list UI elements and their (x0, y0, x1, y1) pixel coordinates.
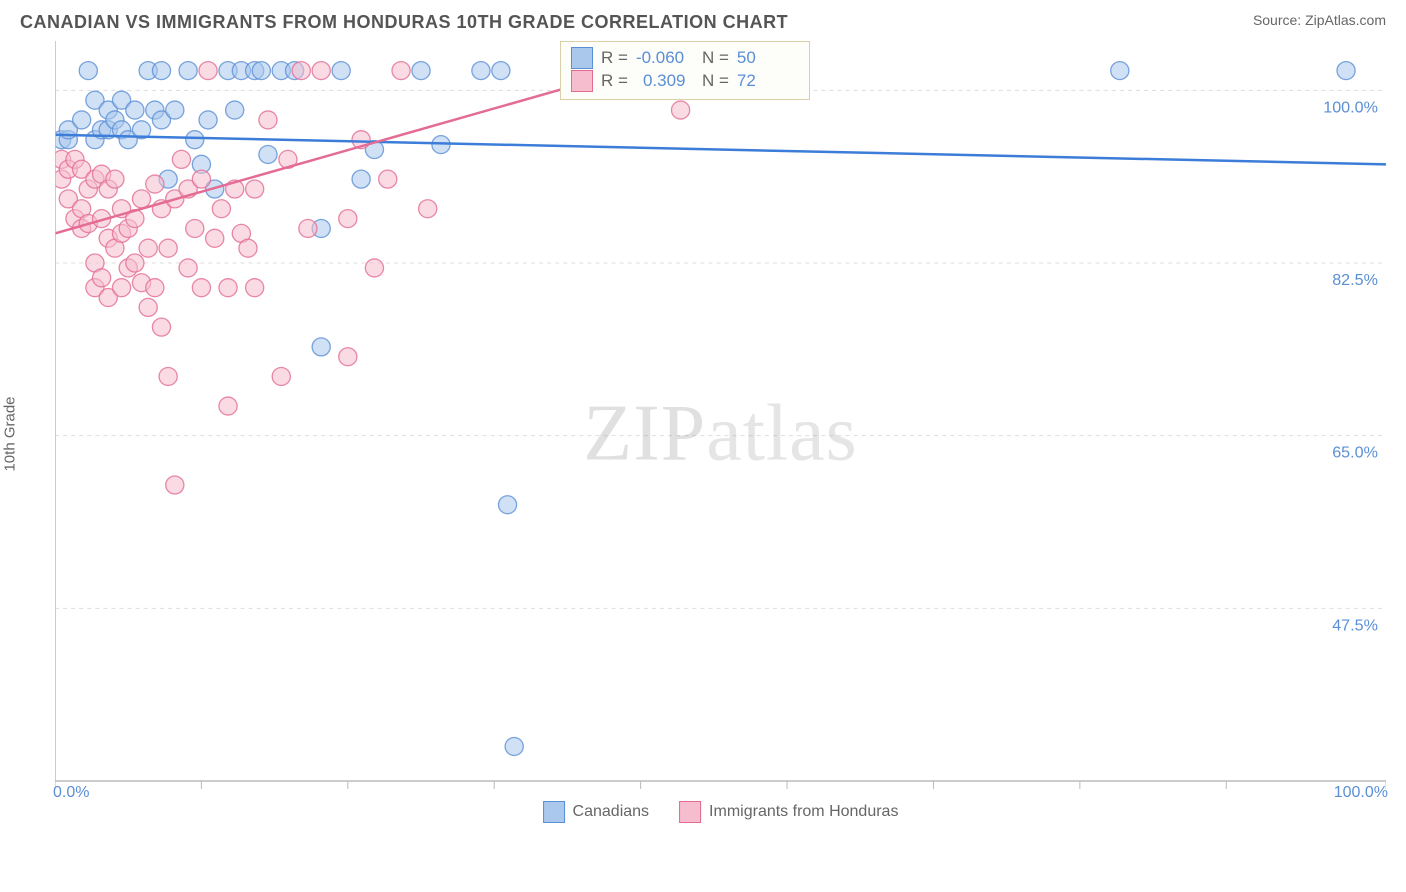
svg-text:47.5%: 47.5% (1332, 616, 1378, 634)
chart-title: CANADIAN VS IMMIGRANTS FROM HONDURAS 10T… (20, 12, 788, 33)
swatch-icon (571, 47, 593, 69)
bottom-legend: Canadians Immigrants from Honduras (543, 801, 899, 823)
stat-row-canadians: R = -0.060 N = 50 (571, 47, 795, 70)
source-attribution: Source: ZipAtlas.com (1253, 12, 1386, 28)
stat-row-honduras: R = 0.309 N = 72 (571, 70, 795, 93)
x-axis-end-label: 100.0% (1334, 784, 1388, 801)
svg-text:82.5%: 82.5% (1332, 271, 1378, 289)
svg-text:100.0%: 100.0% (1323, 98, 1378, 116)
legend-item-honduras[interactable]: Immigrants from Honduras (679, 801, 898, 823)
chart-area: 10th Grade 47.5%65.0%82.5%100.0% ZIPatla… (55, 41, 1386, 826)
scatter-plot-svg: 47.5% 65.0% 82.5% 100.0% (55, 41, 1386, 826)
x-axis-start-label: 0.0% (53, 784, 89, 801)
svg-text:65.0%: 65.0% (1332, 444, 1378, 462)
source-link[interactable]: ZipAtlas.com (1305, 12, 1386, 28)
correlation-legend-box: R = -0.060 N = 50 R = 0.309 N = 72 (560, 41, 810, 100)
swatch-icon (679, 801, 701, 823)
swatch-icon (543, 801, 565, 823)
swatch-icon (571, 70, 593, 92)
y-axis-label: 10th Grade (2, 396, 19, 471)
legend-item-canadians[interactable]: Canadians (543, 801, 650, 823)
